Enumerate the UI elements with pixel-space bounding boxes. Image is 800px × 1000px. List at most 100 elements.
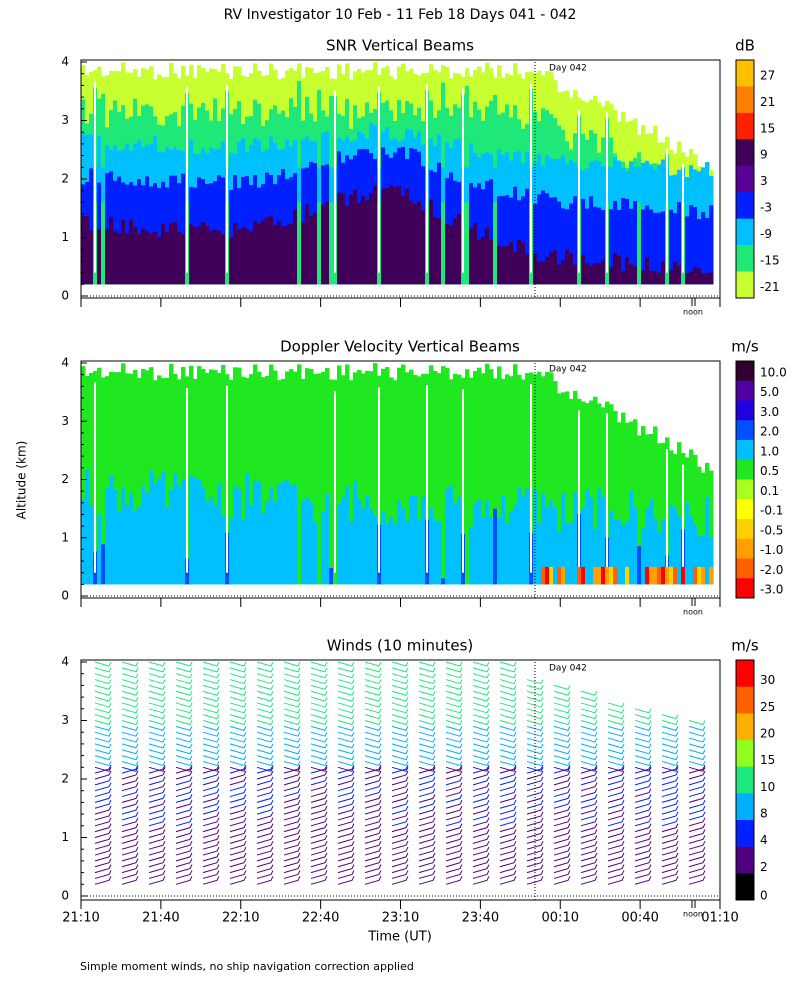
field-cell [561,208,566,285]
wind-barb [175,755,193,761]
wind-barb [472,755,490,761]
wind-barb [472,782,490,792]
field-cell [289,223,294,285]
wind-barb [364,811,382,821]
field-cell [365,200,370,285]
wind-barb [283,760,301,767]
wind-barb [94,714,112,720]
wind-barb [283,690,301,696]
wind-barb [526,817,544,827]
field-cell [501,196,506,285]
wind-barb [148,800,166,809]
wind-barb [364,684,382,690]
wind-barb [445,714,463,720]
wind-barb [337,725,355,731]
field-cell [581,255,586,285]
colorbar-frame [735,59,755,299]
field-cell [541,190,546,285]
wind-barb [634,876,652,885]
wind-barb [580,858,598,868]
wind-barb [337,690,355,696]
wind-barb [607,770,625,780]
field-cell [261,220,266,285]
day-marker: Day 042 [549,664,587,674]
wind-barb [364,840,382,850]
wind-barb [283,846,301,856]
wind-barb [256,667,274,673]
wind-barb [175,760,193,767]
colorbar-swatch [736,218,754,246]
field-cell [545,193,550,285]
wind-barb [364,835,382,844]
field-cell [493,202,498,285]
wind-barb [391,794,409,803]
field-cell [137,506,142,585]
wind-barb [310,690,328,696]
wind-barb [364,764,382,774]
wind-barb [472,725,490,731]
wind-barb [202,823,220,833]
field-cell [705,217,710,285]
field-cell [325,494,330,585]
wind-barb [499,840,517,850]
wind-barb [391,743,409,749]
wind-barb [445,708,463,714]
wind-barb [94,749,112,755]
field-cell [181,366,186,585]
field-cell [201,369,206,585]
wind-barb [391,684,409,690]
field-cell [565,391,570,585]
wind-barb [607,766,625,772]
wind-barb [175,788,193,798]
wind-barb [94,858,112,868]
wind-barb [94,708,112,714]
field-cell [613,518,618,585]
wind-barb [256,852,274,862]
wind-barb [364,714,382,720]
field-cell [105,488,110,585]
wind-barb [634,760,652,767]
field-cell [197,479,202,585]
field-cell [445,367,450,585]
wind-barb [94,811,112,821]
field-cell [565,209,570,285]
x-tick-label: 22:40 [302,911,339,926]
wind-barb [472,835,490,844]
wind-barb [607,870,625,879]
field-cell [213,504,218,585]
field-cell [317,202,322,285]
wind-barb [256,737,274,743]
wind-barb [661,782,679,792]
wind-barb [445,800,463,809]
wind-barb [175,876,193,885]
wind-barb [499,800,517,809]
wind-barb [310,702,328,708]
wind-barb [202,667,220,673]
wind-barb [580,870,598,879]
field-cell [569,203,574,285]
x-tick-label: 23:40 [462,911,499,926]
field-cell [173,221,178,285]
field-cell [369,371,374,585]
wind-barb [634,782,652,792]
wind-barb [526,835,544,844]
wind-barb [283,764,301,774]
field-cell [433,520,438,585]
wind-barb [688,743,706,749]
field-cell [285,225,290,285]
wind-barb [391,864,409,874]
wind-barb [310,835,328,844]
field-cell [653,212,658,285]
colorbar-label: 3.0 [760,405,779,419]
field-cell [129,373,134,585]
wind-barb [526,870,544,879]
wind-barb [526,714,544,720]
wind-barb [202,766,220,772]
wind-barb [175,690,193,696]
wind-barb [121,794,139,803]
field-cell [541,261,546,285]
field-cell [113,372,118,585]
field-cell [581,198,586,285]
wind-barb [526,737,544,743]
wind-barb [148,852,166,862]
